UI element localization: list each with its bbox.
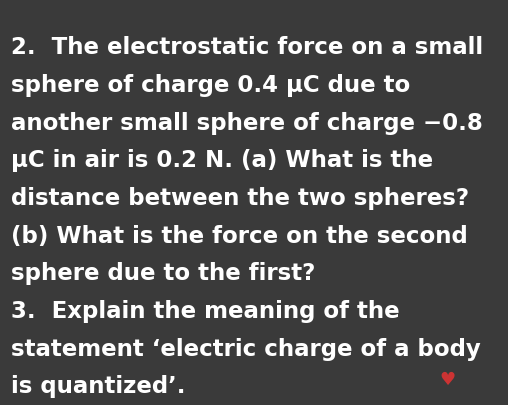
Text: statement ‘electric charge of a body: statement ‘electric charge of a body bbox=[11, 338, 481, 361]
Text: sphere of charge 0.4 μC due to: sphere of charge 0.4 μC due to bbox=[11, 74, 410, 97]
Text: 2.  The electrostatic force on a small: 2. The electrostatic force on a small bbox=[11, 36, 483, 60]
Text: distance between the two spheres?: distance between the two spheres? bbox=[11, 187, 469, 210]
Text: is quantized’.: is quantized’. bbox=[11, 375, 186, 399]
Text: (b) What is the force on the second: (b) What is the force on the second bbox=[11, 225, 468, 248]
Text: 3.  Explain the meaning of the: 3. Explain the meaning of the bbox=[11, 300, 400, 323]
Text: sphere due to the first?: sphere due to the first? bbox=[11, 262, 315, 286]
Text: ♥: ♥ bbox=[439, 371, 455, 389]
Text: another small sphere of charge −0.8: another small sphere of charge −0.8 bbox=[11, 112, 483, 135]
Text: μC in air is 0.2 N. (a) What is the: μC in air is 0.2 N. (a) What is the bbox=[11, 149, 433, 173]
